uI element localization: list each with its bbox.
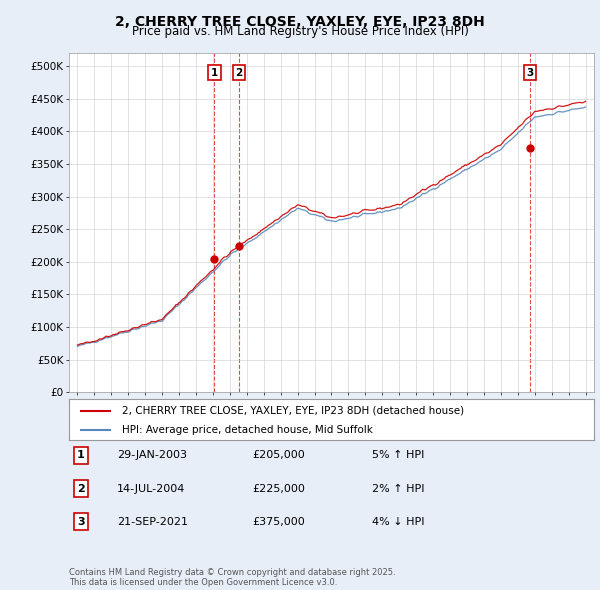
Text: 3: 3: [77, 517, 85, 526]
Text: 2% ↑ HPI: 2% ↑ HPI: [372, 484, 425, 493]
Text: £225,000: £225,000: [252, 484, 305, 493]
Text: 2, CHERRY TREE CLOSE, YAXLEY, EYE, IP23 8DH (detached house): 2, CHERRY TREE CLOSE, YAXLEY, EYE, IP23 …: [121, 406, 464, 416]
Text: 29-JAN-2003: 29-JAN-2003: [117, 451, 187, 460]
Text: 3: 3: [527, 68, 534, 78]
Text: 2: 2: [77, 484, 85, 493]
Text: 4% ↓ HPI: 4% ↓ HPI: [372, 517, 425, 526]
Text: 21-SEP-2021: 21-SEP-2021: [117, 517, 188, 526]
Text: 14-JUL-2004: 14-JUL-2004: [117, 484, 185, 493]
Text: 2, CHERRY TREE CLOSE, YAXLEY, EYE, IP23 8DH: 2, CHERRY TREE CLOSE, YAXLEY, EYE, IP23 …: [115, 15, 485, 29]
Text: 2: 2: [235, 68, 242, 78]
Text: Price paid vs. HM Land Registry's House Price Index (HPI): Price paid vs. HM Land Registry's House …: [131, 25, 469, 38]
Text: 1: 1: [211, 68, 218, 78]
Text: 5% ↑ HPI: 5% ↑ HPI: [372, 451, 424, 460]
Text: £375,000: £375,000: [252, 517, 305, 526]
Text: 1: 1: [77, 451, 85, 460]
Text: £205,000: £205,000: [252, 451, 305, 460]
Text: Contains HM Land Registry data © Crown copyright and database right 2025.
This d: Contains HM Land Registry data © Crown c…: [69, 568, 395, 587]
Text: HPI: Average price, detached house, Mid Suffolk: HPI: Average price, detached house, Mid …: [121, 425, 373, 434]
